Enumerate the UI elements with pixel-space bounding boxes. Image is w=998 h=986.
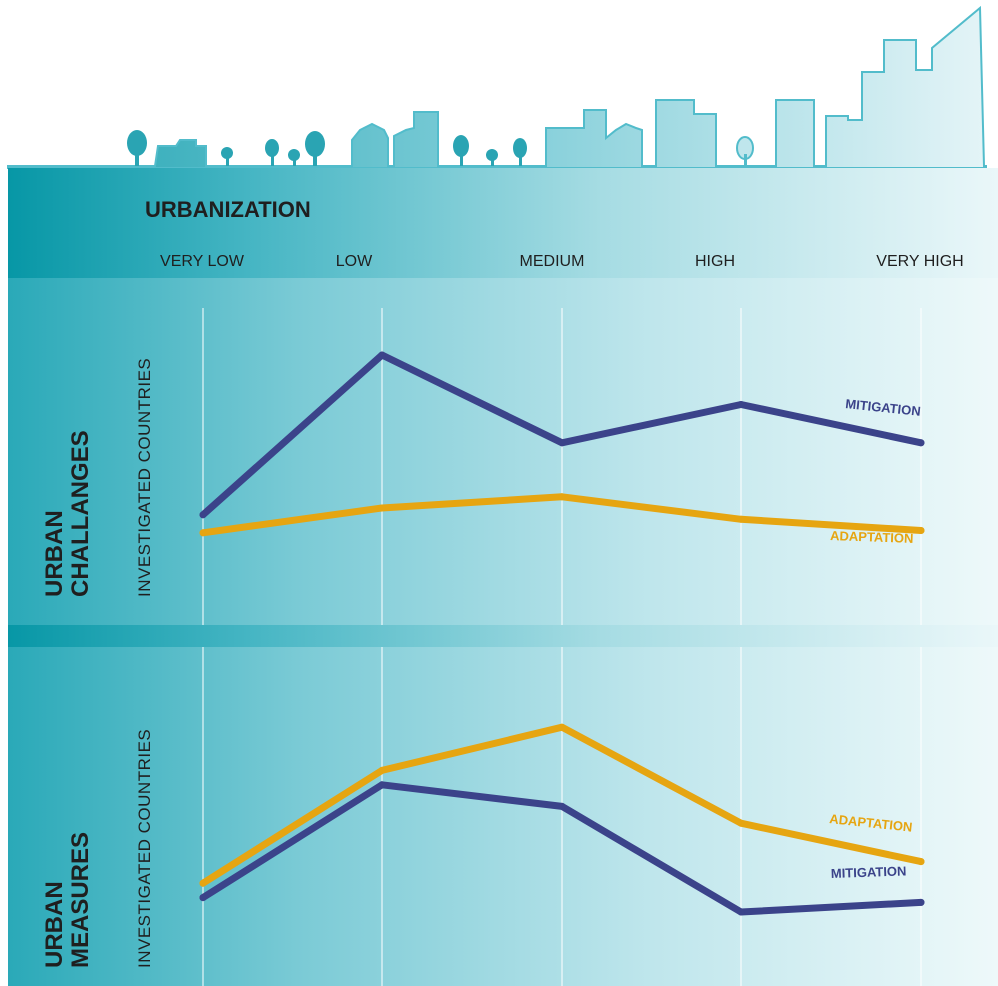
panel-divider xyxy=(8,625,998,647)
urbanization-band xyxy=(8,168,998,278)
tree-7-trunk xyxy=(491,156,494,166)
challenges-panel-bg xyxy=(8,278,998,625)
measures-adaptation-point-0 xyxy=(199,879,207,887)
challenges-label-line2: CHALLANGES xyxy=(67,430,94,597)
challenges-mitigation-point-4 xyxy=(917,439,925,447)
measures-panel-bg xyxy=(8,647,998,986)
level-label-high: HIGH xyxy=(695,253,735,270)
measures-label-line2: MEASURES xyxy=(67,832,94,968)
level-label-medium: MEDIUM xyxy=(520,253,585,270)
tree-5-trunk xyxy=(313,150,317,166)
challenges-mitigation-point-1 xyxy=(378,351,386,359)
tree-8 xyxy=(513,138,527,158)
tree-3-trunk xyxy=(271,152,274,166)
urbanization-level-labels: VERY LOW LOW MEDIUM HIGH VERY HIGH xyxy=(160,253,964,270)
tree-8-trunk xyxy=(519,152,522,166)
measures-mitigation-point-1 xyxy=(378,781,386,789)
tree-2-trunk xyxy=(226,155,229,166)
challenges-y-axis-label: INVESTIGATED COUNTRIES xyxy=(135,358,154,597)
challenges-section-label: URBAN CHALLANGES INVESTIGATED COUNTRIES xyxy=(41,358,154,597)
challenges-label-line1: URBAN xyxy=(41,510,68,597)
measures-mitigation-label: MITIGATION xyxy=(831,863,907,881)
challenges-adaptation-label: ADAPTATION xyxy=(830,528,914,546)
measures-section-label: URBAN MEASURES INVESTIGATED COUNTRIES xyxy=(41,729,154,968)
skyline-illustration xyxy=(7,5,987,169)
urbanization-title: URBANIZATION xyxy=(145,197,311,222)
tree-6-trunk xyxy=(460,150,463,166)
challenges-adaptation-point-3 xyxy=(737,515,745,523)
tree-6 xyxy=(453,135,469,157)
measures-mitigation-point-2 xyxy=(558,802,566,810)
measures-adaptation-point-4 xyxy=(917,858,925,866)
challenges-mitigation-point-0 xyxy=(199,511,207,519)
challenges-adaptation-point-1 xyxy=(378,504,386,512)
level-label-very-high: VERY HIGH xyxy=(876,253,963,270)
tree-4-trunk xyxy=(293,156,296,166)
measures-adaptation-point-2 xyxy=(558,723,566,731)
skyline-silhouette xyxy=(7,5,987,169)
challenges-mitigation-point-3 xyxy=(737,401,745,408)
measures-mitigation-point-4 xyxy=(917,898,925,906)
tree-5 xyxy=(305,131,325,157)
tree-1 xyxy=(127,130,147,156)
level-label-low: LOW xyxy=(336,253,373,270)
measures-mitigation-point-3 xyxy=(737,908,745,916)
tree-4 xyxy=(288,149,300,161)
tree-3 xyxy=(265,139,279,157)
tree-9-trunk xyxy=(744,154,747,166)
measures-mitigation-point-0 xyxy=(199,894,207,902)
measures-label-line1: URBAN xyxy=(41,881,68,968)
tree-7 xyxy=(486,149,498,161)
gridlines xyxy=(202,308,922,986)
challenges-adaptation-point-0 xyxy=(199,529,207,537)
tree-1-trunk xyxy=(135,150,139,166)
measures-adaptation-point-3 xyxy=(737,819,745,827)
challenges-mitigation-point-2 xyxy=(558,439,566,447)
tree-2 xyxy=(221,147,233,159)
challenges-adaptation-point-4 xyxy=(917,527,925,534)
measures-adaptation-point-1 xyxy=(378,766,386,774)
measures-y-axis-label: INVESTIGATED COUNTRIES xyxy=(135,729,154,968)
level-label-very-low: VERY LOW xyxy=(160,253,245,270)
challenges-adaptation-point-2 xyxy=(558,493,566,501)
